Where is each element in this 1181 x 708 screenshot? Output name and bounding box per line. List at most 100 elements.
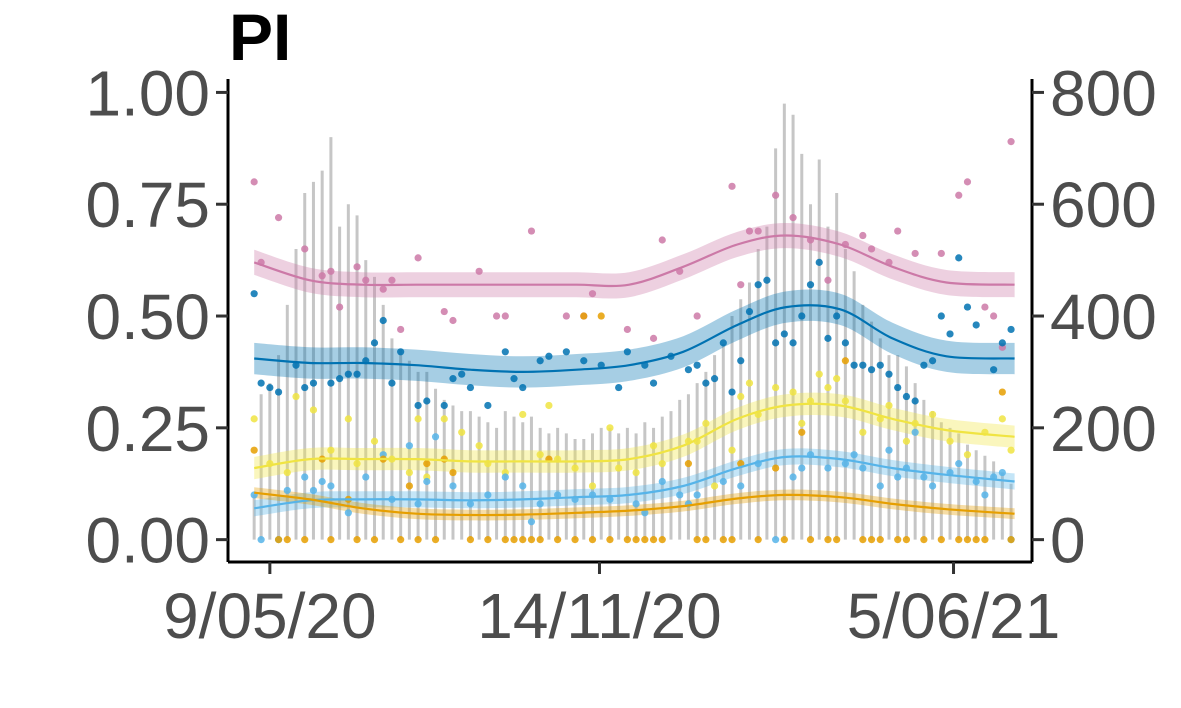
data-point <box>649 334 658 342</box>
data-point <box>693 536 701 544</box>
data-point <box>789 339 797 347</box>
data-point <box>937 249 945 258</box>
data-point <box>641 509 649 517</box>
data-point <box>1007 138 1015 146</box>
data-point <box>789 214 797 222</box>
data-point <box>449 468 457 477</box>
y-left-tick-label: 0.00 <box>85 505 210 577</box>
data-point <box>449 316 457 325</box>
data-point <box>824 536 832 544</box>
data-point <box>824 276 832 284</box>
data-point <box>894 227 902 235</box>
data-point <box>458 428 466 436</box>
data-point <box>955 460 963 468</box>
data-point <box>370 437 379 445</box>
data-point <box>894 473 902 481</box>
data-point <box>274 214 283 222</box>
data-point <box>309 406 318 414</box>
data-point <box>641 536 649 544</box>
data-point <box>658 460 666 468</box>
data-point <box>501 473 509 481</box>
data-point <box>920 361 928 369</box>
data-point <box>972 477 980 486</box>
data-point <box>562 348 570 356</box>
data-point <box>536 500 544 508</box>
data-point <box>920 473 928 481</box>
data-point <box>571 536 579 544</box>
confidence-band <box>254 289 1015 388</box>
data-point <box>928 410 937 419</box>
data-point <box>937 312 945 320</box>
y-right-tick-label: 200 <box>1050 393 1157 465</box>
data-point <box>274 388 283 396</box>
data-point <box>388 276 396 284</box>
y-left-tick-label: 1.00 <box>85 57 210 129</box>
data-point <box>737 357 745 365</box>
data-point <box>580 357 588 365</box>
data-point <box>833 536 841 544</box>
data-point <box>649 536 658 544</box>
data-point <box>728 182 736 190</box>
data-point <box>501 312 509 320</box>
data-point <box>370 536 379 544</box>
data-point <box>728 388 736 396</box>
data-point <box>737 392 745 401</box>
data-point <box>684 366 693 374</box>
data-point <box>440 415 448 423</box>
smooth-lines <box>253 234 1015 517</box>
data-point <box>606 536 614 544</box>
data-point <box>867 366 876 374</box>
data-point <box>527 518 536 526</box>
data-point <box>440 401 448 410</box>
data-point <box>615 464 623 472</box>
data-point <box>527 227 536 235</box>
data-point <box>894 383 902 392</box>
data-point <box>737 482 745 490</box>
data-point <box>745 379 754 387</box>
data-point <box>344 509 352 517</box>
data-point <box>510 536 518 544</box>
data-point <box>379 285 387 293</box>
data-point <box>423 397 431 405</box>
data-point <box>588 290 597 298</box>
data-point <box>894 536 902 544</box>
data-point <box>519 383 527 392</box>
y-left-tick-label: 0.75 <box>85 169 210 241</box>
data-point <box>728 446 736 454</box>
data-point <box>876 536 884 544</box>
data-point <box>658 477 666 486</box>
data-point <box>911 249 919 258</box>
data-point <box>370 339 379 347</box>
data-point <box>1007 325 1015 334</box>
data-point <box>859 464 867 472</box>
data-point <box>397 348 405 356</box>
y-right-tick-label: 0 <box>1050 505 1086 577</box>
data-point <box>981 491 989 499</box>
data-point <box>344 415 352 423</box>
data-point <box>519 482 527 490</box>
data-point <box>850 361 858 369</box>
data-point <box>405 468 413 477</box>
data-point <box>684 460 693 468</box>
data-point <box>606 495 614 503</box>
data-point <box>274 536 283 544</box>
data-point <box>745 227 754 235</box>
data-point <box>318 477 326 486</box>
data-point <box>492 312 501 320</box>
smooth-line <box>254 304 1015 374</box>
data-point <box>431 433 440 441</box>
data-point <box>955 536 963 544</box>
data-point <box>702 419 710 427</box>
data-point <box>250 178 258 186</box>
data-point <box>405 442 413 450</box>
data-point <box>772 383 780 392</box>
data-point <box>353 263 361 271</box>
data-point <box>867 536 876 544</box>
data-point <box>423 477 431 486</box>
data-point <box>841 460 849 468</box>
data-point <box>466 500 475 508</box>
data-point <box>763 276 771 284</box>
y-left-tick-label: 0.50 <box>85 281 210 353</box>
smooth-line <box>253 234 1015 288</box>
data-point <box>545 401 553 410</box>
